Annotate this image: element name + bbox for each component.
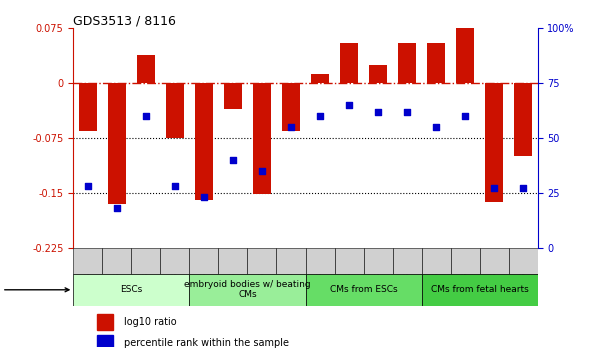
- FancyBboxPatch shape: [306, 274, 422, 306]
- Point: [431, 124, 441, 130]
- Point: [489, 185, 499, 191]
- Point: [402, 109, 412, 114]
- Bar: [311, 74, 329, 83]
- Text: cell type: cell type: [0, 285, 69, 295]
- FancyBboxPatch shape: [422, 274, 538, 306]
- FancyBboxPatch shape: [276, 247, 306, 274]
- FancyBboxPatch shape: [393, 247, 422, 274]
- FancyBboxPatch shape: [103, 247, 131, 274]
- FancyBboxPatch shape: [73, 274, 189, 306]
- FancyBboxPatch shape: [306, 247, 335, 274]
- FancyBboxPatch shape: [450, 247, 480, 274]
- Text: embryoid bodies w/ beating
CMs: embryoid bodies w/ beating CMs: [184, 280, 311, 299]
- Bar: [97, 335, 113, 351]
- Bar: [398, 43, 415, 83]
- FancyBboxPatch shape: [480, 247, 508, 274]
- Bar: [166, 83, 184, 138]
- FancyBboxPatch shape: [508, 247, 538, 274]
- Point: [170, 183, 180, 189]
- FancyBboxPatch shape: [73, 247, 103, 274]
- Bar: [97, 314, 113, 331]
- Point: [228, 157, 238, 163]
- Bar: [224, 83, 241, 109]
- FancyBboxPatch shape: [247, 247, 276, 274]
- Bar: [485, 83, 503, 201]
- Bar: [340, 43, 357, 83]
- Point: [83, 183, 93, 189]
- Point: [460, 113, 470, 119]
- Text: log10 ratio: log10 ratio: [125, 317, 177, 327]
- Point: [199, 194, 209, 200]
- Bar: [254, 83, 271, 194]
- Text: GDS3513 / 8116: GDS3513 / 8116: [73, 14, 176, 27]
- Point: [112, 205, 122, 211]
- Bar: [196, 83, 213, 200]
- Bar: [137, 55, 155, 83]
- Text: ESCs: ESCs: [120, 285, 142, 294]
- Point: [315, 113, 325, 119]
- FancyBboxPatch shape: [160, 247, 189, 274]
- FancyBboxPatch shape: [131, 247, 160, 274]
- Text: CMs from ESCs: CMs from ESCs: [330, 285, 397, 294]
- FancyBboxPatch shape: [335, 247, 364, 274]
- Point: [286, 124, 296, 130]
- Point: [344, 102, 354, 108]
- Bar: [79, 83, 97, 131]
- FancyBboxPatch shape: [422, 247, 450, 274]
- Bar: [427, 43, 445, 83]
- Point: [518, 185, 528, 191]
- Bar: [108, 83, 126, 204]
- Text: percentile rank within the sample: percentile rank within the sample: [125, 338, 290, 348]
- Point: [257, 168, 267, 174]
- Bar: [514, 83, 532, 156]
- Text: CMs from fetal hearts: CMs from fetal hearts: [431, 285, 529, 294]
- FancyBboxPatch shape: [189, 247, 219, 274]
- FancyBboxPatch shape: [364, 247, 393, 274]
- Bar: [282, 83, 299, 131]
- Bar: [456, 28, 474, 83]
- Bar: [369, 65, 387, 83]
- FancyBboxPatch shape: [189, 274, 306, 306]
- Point: [373, 109, 383, 114]
- FancyBboxPatch shape: [219, 247, 247, 274]
- Point: [141, 113, 151, 119]
